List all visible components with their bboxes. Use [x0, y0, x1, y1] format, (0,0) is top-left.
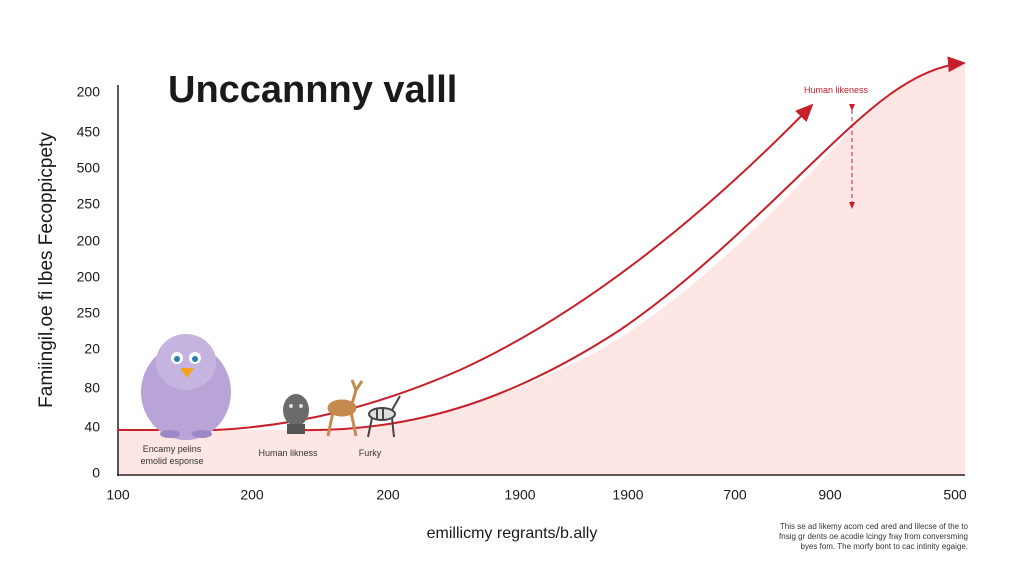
x-tick-label: 500	[943, 487, 967, 503]
footnote: fnsig gr dents oe acodie lcingy fray fro…	[779, 532, 968, 541]
x-tick-label: 700	[723, 487, 747, 503]
x-tick-label: 900	[818, 487, 842, 503]
zebra	[367, 395, 401, 438]
x-tick-label: 200	[240, 487, 264, 503]
y-tick-label: 20	[84, 341, 100, 357]
deer	[326, 379, 364, 437]
y-tick-label: 200	[77, 269, 101, 285]
chart-title: Unccannny valll	[168, 69, 457, 111]
x-axis-label: emillicmy regrants/b.ally	[427, 525, 598, 542]
fluffy-creature	[141, 334, 231, 440]
creature-label: emolid esponse	[140, 456, 203, 466]
x-tick-label: 1900	[612, 487, 643, 503]
animal-label: Furky	[359, 448, 382, 458]
y-tick-label: 0	[92, 465, 100, 481]
robot-label: Human likness	[258, 448, 318, 458]
y-tick-label: 450	[77, 124, 101, 140]
robot-head	[283, 394, 309, 434]
y-axis-label: Famiingil,oe fi lbes Fecoppicpety	[36, 132, 57, 408]
curve-lower	[299, 56, 966, 432]
y-tick-label: 500	[77, 160, 101, 176]
y-tick-label: 40	[84, 419, 100, 435]
shaded-area	[118, 62, 965, 475]
annotation: Human likeness	[804, 85, 869, 95]
x-tick-label: 1900	[504, 487, 535, 503]
footnote: byes fom. The morfy bont to cac intinity…	[801, 542, 969, 551]
y-tick-label: 200	[77, 233, 101, 249]
y-tick-label: 250	[77, 305, 101, 321]
y-tick-label: 200	[77, 84, 101, 100]
creature-label: Encamy pelins	[143, 444, 202, 454]
y-tick-label: 250	[77, 196, 101, 212]
y-tick-label: 80	[84, 380, 100, 396]
footnote: This se ad likemy acom ced ared and lile…	[780, 522, 969, 531]
x-tick-label: 100	[106, 487, 130, 503]
x-tick-label: 200	[376, 487, 400, 503]
